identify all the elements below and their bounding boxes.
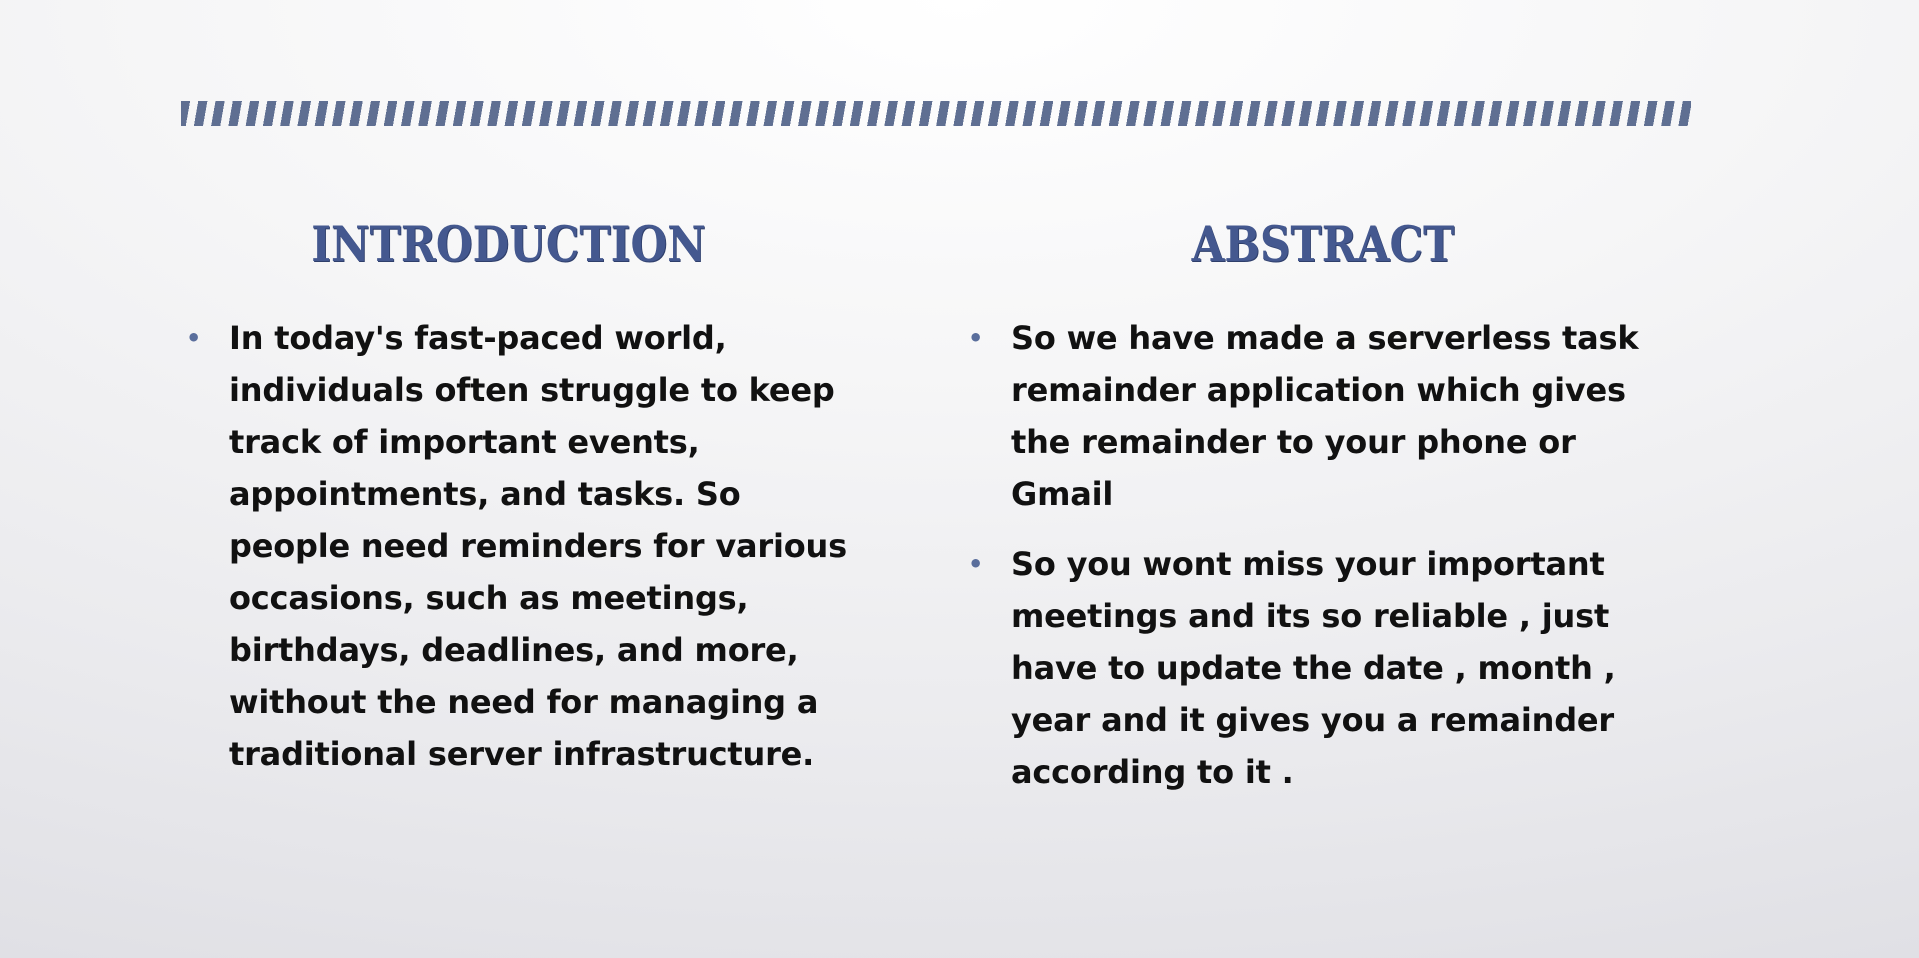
- diagonal-stripe-bar: [181, 101, 1691, 126]
- bullet-icon: •: [968, 550, 984, 578]
- abstract-bullet-list: • So we have made a serverless task rema…: [968, 312, 1688, 798]
- bullet-text: In today's fast-paced world, individuals…: [229, 319, 847, 773]
- bullet-text: So you wont miss your important meetings…: [1011, 545, 1616, 791]
- abstract-title: ABSTRACT: [1191, 215, 1455, 273]
- introduction-title: INTRODUCTION: [311, 215, 706, 273]
- list-item: • So we have made a serverless task rema…: [968, 312, 1688, 520]
- list-item: • In today's fast-paced world, individua…: [186, 312, 866, 780]
- bullet-text: So we have made a serverless task remain…: [1011, 319, 1639, 513]
- introduction-section: INTRODUCTION • In today's fast-paced wor…: [186, 212, 866, 798]
- abstract-section: ABSTRACT • So we have made a serverless …: [968, 212, 1688, 816]
- bullet-icon: •: [186, 324, 202, 352]
- introduction-bullet-list: • In today's fast-paced world, individua…: [186, 312, 866, 780]
- list-item: • So you wont miss your important meetin…: [968, 538, 1688, 798]
- bullet-icon: •: [968, 324, 984, 352]
